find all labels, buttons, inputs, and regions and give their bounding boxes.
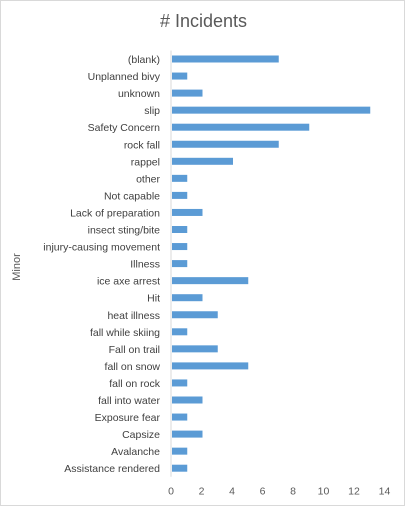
category-label: insect sting/bite bbox=[88, 225, 161, 237]
x-tick-label: 8 bbox=[290, 486, 296, 498]
category-label: ice axe arrest bbox=[97, 276, 160, 288]
x-tick-label: 0 bbox=[168, 486, 174, 498]
category-label: Capsize bbox=[122, 429, 160, 441]
bar bbox=[172, 243, 188, 251]
category-label: other bbox=[136, 173, 160, 185]
bar bbox=[172, 464, 188, 472]
bar bbox=[172, 345, 218, 353]
category-label: Not capable bbox=[104, 190, 160, 202]
category-label: Fall on trail bbox=[109, 344, 160, 356]
category-label: Illness bbox=[130, 259, 160, 271]
bar bbox=[172, 123, 310, 131]
bar bbox=[172, 447, 188, 455]
category-label: Assistance rendered bbox=[64, 463, 160, 475]
bar bbox=[172, 277, 249, 285]
bar bbox=[172, 430, 203, 438]
bar bbox=[172, 174, 188, 182]
category-label: injury-causing movement bbox=[43, 242, 160, 254]
bar bbox=[172, 396, 203, 404]
category-label: fall into water bbox=[98, 395, 160, 407]
category-label: rappel bbox=[131, 156, 160, 168]
bar bbox=[172, 294, 203, 302]
x-tick-label: 4 bbox=[229, 486, 235, 498]
category-label: Lack of preparation bbox=[70, 207, 160, 219]
category-label: fall on rock bbox=[109, 378, 161, 390]
category-label: fall on snow bbox=[105, 361, 161, 373]
category-label: Hit bbox=[147, 293, 160, 305]
bar bbox=[172, 362, 249, 370]
bar bbox=[172, 191, 188, 199]
bar bbox=[172, 311, 218, 319]
category-label: rock fall bbox=[124, 139, 160, 151]
chart-title: # Incidents bbox=[159, 11, 248, 31]
bar bbox=[172, 72, 188, 80]
bar bbox=[172, 260, 188, 268]
category-label: Avalanche bbox=[111, 446, 160, 458]
bar bbox=[172, 208, 203, 216]
category-label: Safety Concern bbox=[88, 122, 161, 134]
category-label: (blank) bbox=[128, 54, 160, 66]
x-tick-label: 6 bbox=[260, 486, 266, 498]
category-label: Unplanned bivy bbox=[88, 71, 161, 83]
category-label: unknown bbox=[118, 88, 160, 100]
x-tick-label: 2 bbox=[199, 486, 205, 498]
category-label: slip bbox=[144, 105, 160, 117]
bar bbox=[172, 226, 188, 233]
x-tick-label: 12 bbox=[348, 486, 360, 498]
bar bbox=[172, 157, 233, 165]
x-tick-label: 10 bbox=[318, 486, 330, 498]
category-label: Exposure fear bbox=[95, 412, 161, 424]
bar bbox=[172, 89, 203, 97]
bar bbox=[172, 55, 279, 63]
bar bbox=[172, 140, 279, 148]
bar bbox=[172, 379, 188, 387]
bar bbox=[172, 413, 188, 421]
category-label: fall while skiing bbox=[90, 327, 160, 339]
bar bbox=[172, 106, 371, 114]
category-label: heat illness bbox=[107, 310, 160, 322]
x-tick-label: 14 bbox=[379, 486, 391, 498]
bar bbox=[172, 328, 188, 336]
